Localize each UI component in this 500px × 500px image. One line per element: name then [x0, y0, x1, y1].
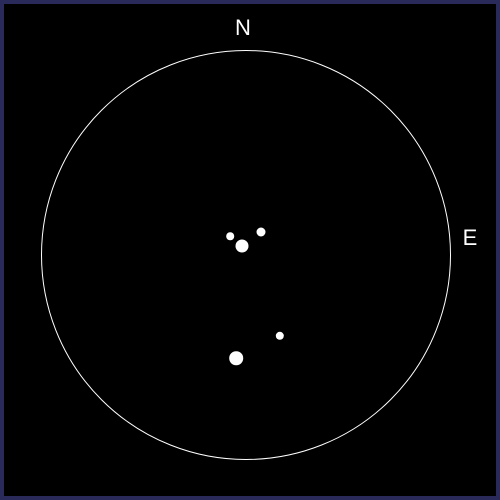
cardinal-east: E: [463, 225, 478, 251]
cardinal-north: N: [235, 15, 251, 41]
star-4: [229, 351, 243, 365]
star-1: [257, 228, 266, 237]
field-circle: [41, 50, 451, 460]
star-2: [226, 232, 234, 240]
star-0: [236, 240, 249, 253]
